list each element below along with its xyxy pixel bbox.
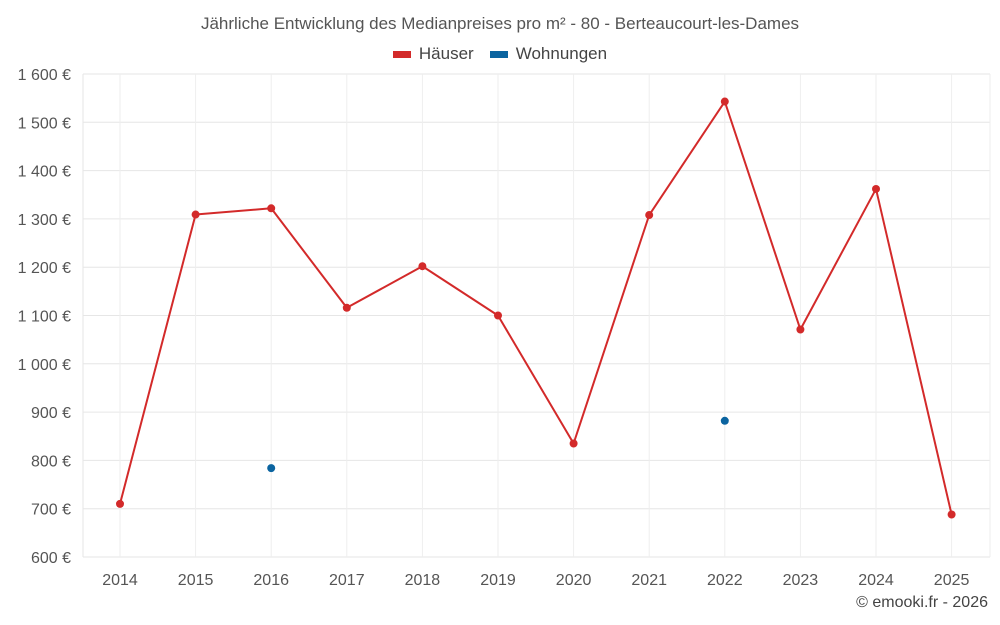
y-tick-label: 600 € <box>31 550 71 567</box>
credit-text: © emooki.fr - 2026 <box>856 594 988 611</box>
data-point-haeuser <box>947 510 956 519</box>
data-point-haeuser <box>872 184 880 193</box>
y-tick-label: 700 € <box>31 502 71 519</box>
x-tick-label: 2024 <box>858 572 894 589</box>
data-point-haeuser <box>418 262 427 271</box>
legend-item-wohnungen[interactable]: Wohnungen <box>489 44 608 64</box>
data-point-wohnungen <box>720 416 729 425</box>
legend-label-haeuser: Häuser <box>418 44 474 63</box>
data-point-haeuser <box>720 97 729 106</box>
x-tick-label: 2016 <box>253 572 289 589</box>
chart-title: Jährliche Entwicklung des Medianpreises … <box>200 14 800 33</box>
series-line-haeuser <box>119 100 953 515</box>
y-tick-label: 1 600 € <box>18 67 71 84</box>
legend-item-haeuser[interactable]: Häuser <box>392 44 474 64</box>
data-point-haeuser <box>267 204 276 213</box>
x-tick-label: 2022 <box>707 572 743 589</box>
y-tick-label: 1 500 € <box>18 115 71 132</box>
x-tick-label: 2020 <box>556 572 592 589</box>
data-point-haeuser <box>494 311 502 320</box>
x-tick-label: 2015 <box>178 572 214 589</box>
data-point-haeuser <box>191 210 200 219</box>
legend-swatch-wohnungen <box>489 50 508 58</box>
y-tick-label: 900 € <box>31 405 71 422</box>
y-tick-label: 1 100 € <box>18 309 71 326</box>
data-point-haeuser <box>569 439 578 448</box>
data-point-haeuser <box>796 325 805 334</box>
x-tick-label: 2025 <box>934 572 970 589</box>
y-tick-label: 800 € <box>31 453 71 470</box>
y-tick-label: 1 200 € <box>18 260 71 277</box>
x-tick-label: 2021 <box>631 572 667 589</box>
legend-swatch-haeuser <box>392 50 411 58</box>
x-tick-label: 2019 <box>480 572 516 589</box>
data-point-wohnungen <box>267 464 276 473</box>
x-tick-label: 2017 <box>329 572 365 589</box>
data-point-haeuser <box>645 211 654 220</box>
x-tick-label: 2014 <box>102 572 138 589</box>
legend-label-wohnungen: Wohnungen <box>515 44 608 63</box>
x-tick-label: 2018 <box>405 572 441 589</box>
y-tick-label: 1 000 € <box>18 357 71 374</box>
x-tick-label: 2023 <box>783 572 819 589</box>
data-point-haeuser <box>116 499 124 508</box>
y-tick-label: 1 300 € <box>18 212 71 229</box>
y-tick-label: 1 400 € <box>18 164 71 181</box>
legend: Häuser Wohnungen <box>0 44 1000 64</box>
data-point-haeuser <box>342 303 351 312</box>
